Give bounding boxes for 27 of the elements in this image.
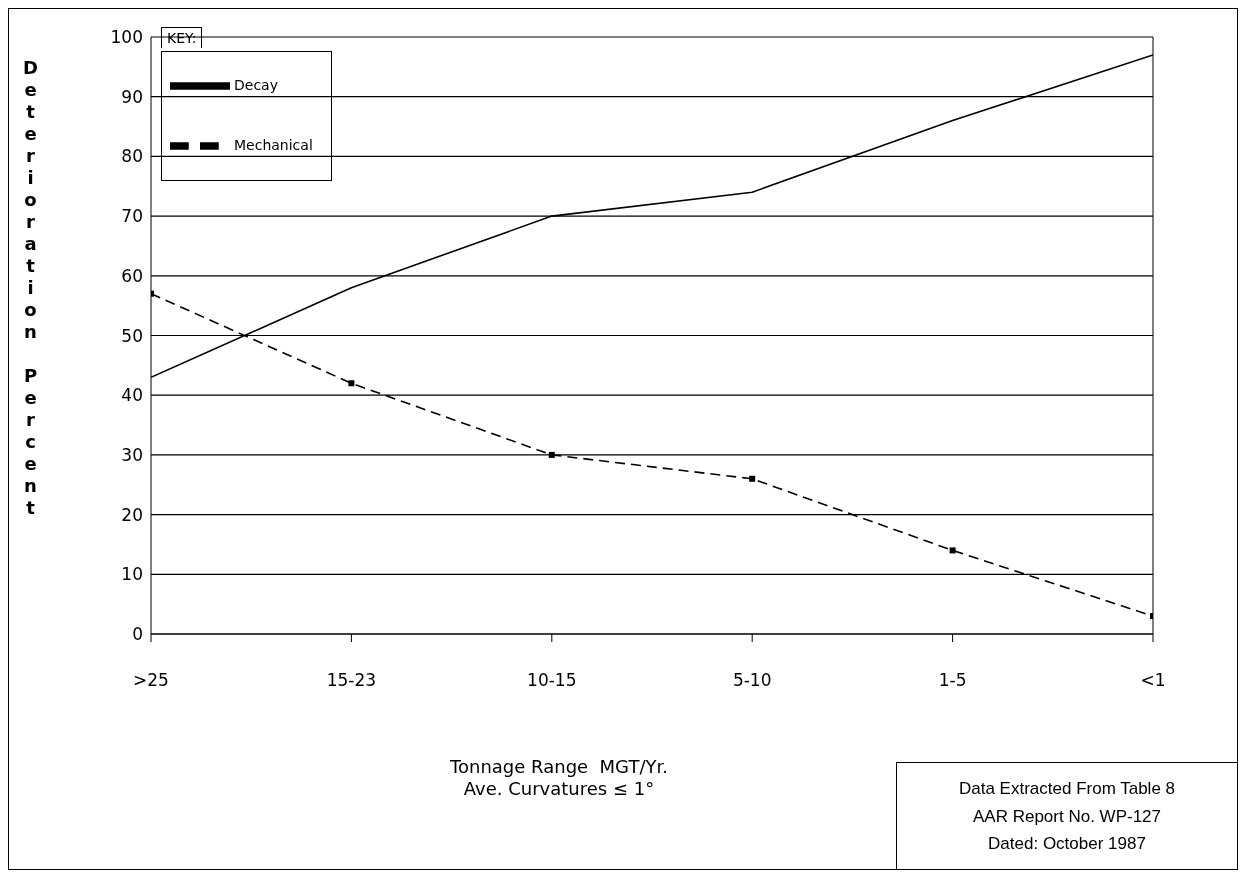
y-tick-label: 0 <box>132 624 143 645</box>
y-tick-label: 100 <box>110 27 143 48</box>
y-tick-label: 60 <box>121 265 143 286</box>
y-tick-label: 80 <box>121 146 143 167</box>
y-tick-label: 70 <box>121 206 143 227</box>
y-tick-label: 40 <box>121 385 143 406</box>
legend-label: Mechanical <box>234 137 313 153</box>
y-tick-label: 30 <box>121 444 143 465</box>
legend-title: KEY: <box>161 27 203 48</box>
y-tick-label: 20 <box>121 504 143 525</box>
y-axis-title: Deterioration Percent <box>20 57 41 519</box>
legend-label: Decay <box>234 77 278 93</box>
x-tick-label: 15-23 <box>326 670 377 691</box>
point <box>949 547 956 554</box>
text: Data Extracted From Table 8 AAR Report No. WP-127 Dated: October 1987 <box>957 778 1177 855</box>
x-tick-label: 10-15 <box>527 670 577 691</box>
x-tick-label: 1-5 <box>938 670 967 691</box>
point <box>548 451 555 458</box>
y-tick-label: 10 <box>121 564 143 585</box>
point <box>749 475 756 482</box>
x-tick-label: >25 <box>133 670 169 691</box>
x-tick-label: 5-10 <box>732 670 772 691</box>
y-tick-label: 90 <box>121 86 143 107</box>
x-axis-title: Tonnage Range MGT/Yr. Ave. Curvatures ≤ 1° <box>449 756 669 800</box>
x-tick-label: <1 <box>1140 670 1166 691</box>
point <box>348 380 355 387</box>
y-tick-label: 50 <box>121 325 143 346</box>
